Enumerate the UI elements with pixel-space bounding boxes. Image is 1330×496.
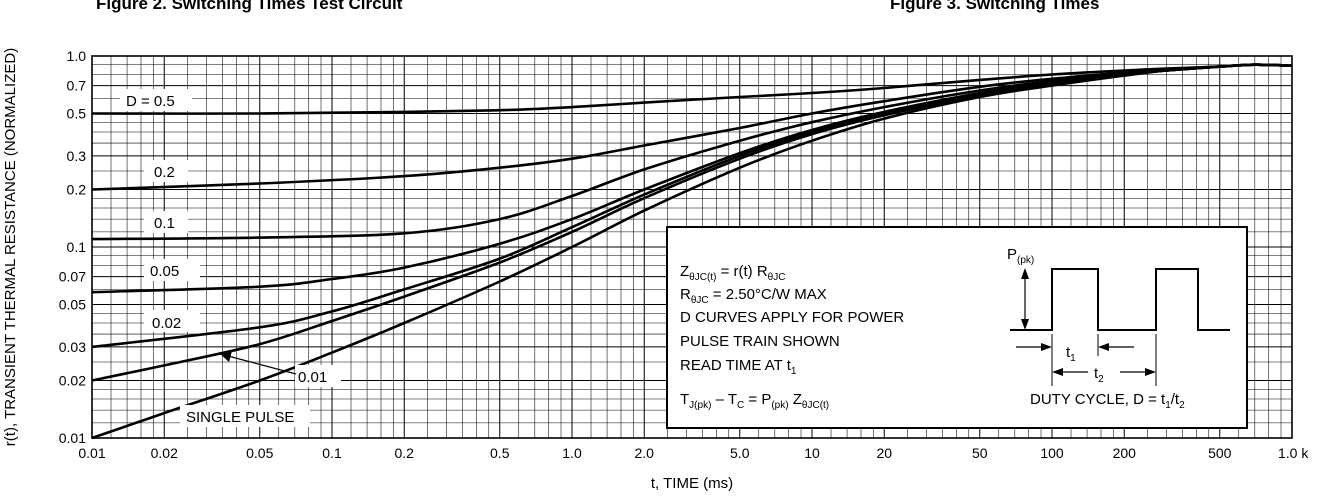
formula-line-5: READ TIME AT t1: [680, 357, 797, 377]
formula-line-1: ZθJC(t) = r(t) RθJC: [680, 263, 785, 283]
x-tick-label: 0.05: [246, 445, 273, 461]
curve-series-2: [91, 63, 1293, 241]
axis-ticks: 0.01 0.02 0.05 0.1 0.2 0.5 1.0 2.0 5.0 10 20 50 100 2…: [59, 48, 1310, 461]
formula-line-6: TJ(pk) – TC = P(pk) ZθJC(t): [680, 391, 829, 411]
series-label-d02: 0.2: [154, 164, 175, 181]
series-label-d01: 0.1: [154, 215, 175, 232]
x-tick-label: 2.0: [635, 445, 655, 461]
x-tick-label: 1.0 k: [1278, 445, 1309, 461]
series-label-d001: 0.01: [298, 369, 327, 386]
y-tick-label: 0.5: [67, 105, 87, 121]
y-tick-label: 0.2: [67, 182, 87, 198]
x-tick-label: 100: [1040, 445, 1064, 461]
series-label-d002: 0.02: [152, 315, 181, 332]
x-tick-label: 0.02: [151, 445, 178, 461]
figure-2-caption: Figure 2. Switching Times Test Circuit: [96, 0, 403, 13]
curve-series-6: [91, 63, 1293, 440]
y-tick-label: 1.0: [67, 48, 87, 64]
curve-series-0: [91, 63, 1293, 115]
x-tick-label: 500: [1208, 445, 1232, 461]
formula-line-4: PULSE TRAIN SHOWN: [680, 333, 840, 350]
y-tick-label: 0.1: [67, 239, 87, 255]
x-tick-label: 200: [1113, 445, 1137, 461]
x-tick-label: 0.2: [395, 445, 415, 461]
y-tick-label: 0.07: [59, 269, 86, 285]
duty-cycle-label: DUTY CYCLE, D = t1/t2: [1030, 391, 1185, 411]
formula-line-3: D CURVES APPLY FOR POWER: [680, 309, 904, 326]
x-tick-label: 20: [876, 445, 892, 461]
x-tick-label: 0.1: [322, 445, 342, 461]
ppk-label: P(pk): [1007, 246, 1034, 266]
x-axis-title: t, TIME (ms): [651, 475, 733, 492]
x-tick-label: 5.0: [730, 445, 750, 461]
y-tick-label: 0.3: [67, 148, 87, 164]
x-tick-label: 1.0: [562, 445, 582, 461]
annotation-box: ZθJC(t) = r(t) RθJC RθJC = 2.50°C/W MAX …: [666, 226, 1248, 429]
t1-label: t1: [1066, 344, 1076, 364]
formula-line-2: RθJC = 2.50°C/W MAX: [680, 286, 827, 306]
y-tick-label: 0.02: [59, 373, 86, 389]
figure-3-caption: Figure 3. Switching Times: [890, 0, 1100, 13]
x-tick-label: 0.01: [78, 445, 105, 461]
series-label-d05: D = 0.5: [126, 93, 175, 110]
pulse-train-diagram: P(pk) t1 t2 DUTY CYCLE, D = t1/t2: [1007, 246, 1230, 411]
curve-labels: D = 0.5 0.2 0.1 0.05 0.02 0.01 SINGLE PU…: [120, 89, 341, 427]
y-axis-title: r(t), TRANSIENT THERMAL RESISTANCE (NORM…: [2, 48, 19, 446]
x-tick-label: 10: [804, 445, 820, 461]
chart-curves: [91, 63, 1293, 440]
plot-frame: [91, 55, 1293, 439]
y-tick-label: 0.05: [59, 296, 86, 312]
y-tick-label: 0.01: [59, 430, 86, 446]
series-label-d005: 0.05: [150, 263, 179, 280]
series-label-single-pulse: SINGLE PULSE: [186, 409, 294, 426]
y-tick-label: 0.7: [67, 78, 87, 94]
x-tick-label: 0.5: [490, 445, 510, 461]
t2-label: t2: [1094, 365, 1104, 385]
x-tick-label: 50: [972, 445, 988, 461]
y-tick-label: 0.03: [59, 339, 86, 355]
